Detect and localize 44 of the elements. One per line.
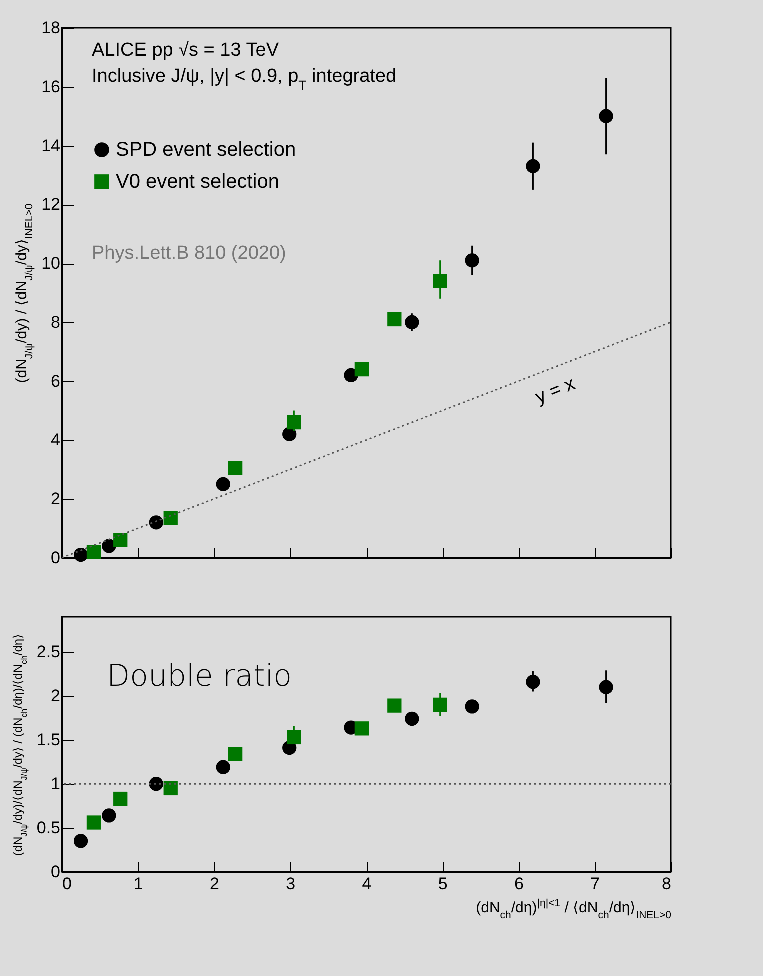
annotation: ALICE pp √s = 13 TeV <box>92 40 280 61</box>
annotation: Double ratio <box>107 659 292 694</box>
y-tick-label: 12 <box>42 195 60 214</box>
x-tick-label: 1 <box>134 874 144 894</box>
y-tick-label: 2 <box>51 686 60 706</box>
x-tick-label: 5 <box>438 874 448 894</box>
point <box>74 548 88 562</box>
y-tick-label: 2 <box>51 490 60 509</box>
point <box>228 461 243 476</box>
y-tick-label: 0 <box>51 862 60 882</box>
x-tick-label: 8 <box>662 874 672 894</box>
y-tick-label: 16 <box>42 77 60 96</box>
point <box>216 477 230 492</box>
x-tick-label: 7 <box>590 874 600 894</box>
point <box>287 415 302 430</box>
point <box>164 511 178 526</box>
y-tick-label: 0 <box>51 548 60 568</box>
legend-label: SPD event selection <box>116 139 296 161</box>
x-tick-label: 0 <box>62 874 72 894</box>
annotation: y = x <box>532 374 579 408</box>
x-tick-label: 6 <box>514 874 524 894</box>
y-tick-label: 14 <box>42 136 60 156</box>
y-tick-label: 18 <box>42 18 60 38</box>
y-tick-label: 0.5 <box>36 818 60 838</box>
x-tick-label: 4 <box>362 874 372 894</box>
x-tick-label: 2 <box>210 874 220 894</box>
y-tick-label: 6 <box>51 372 60 391</box>
x-tick-label: 3 <box>286 874 296 894</box>
y-tick-label: 4 <box>51 430 60 450</box>
annotation: Inclusive J/ψ, |y| < 0.9, p$_{T}$ integrated <box>92 66 397 92</box>
point <box>86 545 102 560</box>
point <box>114 533 128 548</box>
y-tick-label: 1.5 <box>36 730 60 750</box>
x-axis-title: (dN$_{ch}$/dη)$^{|η|<1}$ / ⟨dN$_{ch}$/dη⟩$_{INEL>0}$ <box>476 898 672 922</box>
point <box>149 516 164 530</box>
annotation: Phys.Lett.B 810 (2020) <box>92 243 286 264</box>
point <box>354 362 370 377</box>
y-tick-label: 10 <box>42 254 60 274</box>
y-tick-label: 2.5 <box>36 642 60 662</box>
y-tick-label: 1 <box>51 774 60 794</box>
legend-label: V0 event selection <box>116 171 280 193</box>
point <box>433 274 448 288</box>
y-tick-label: 8 <box>51 312 60 332</box>
point <box>388 312 402 327</box>
